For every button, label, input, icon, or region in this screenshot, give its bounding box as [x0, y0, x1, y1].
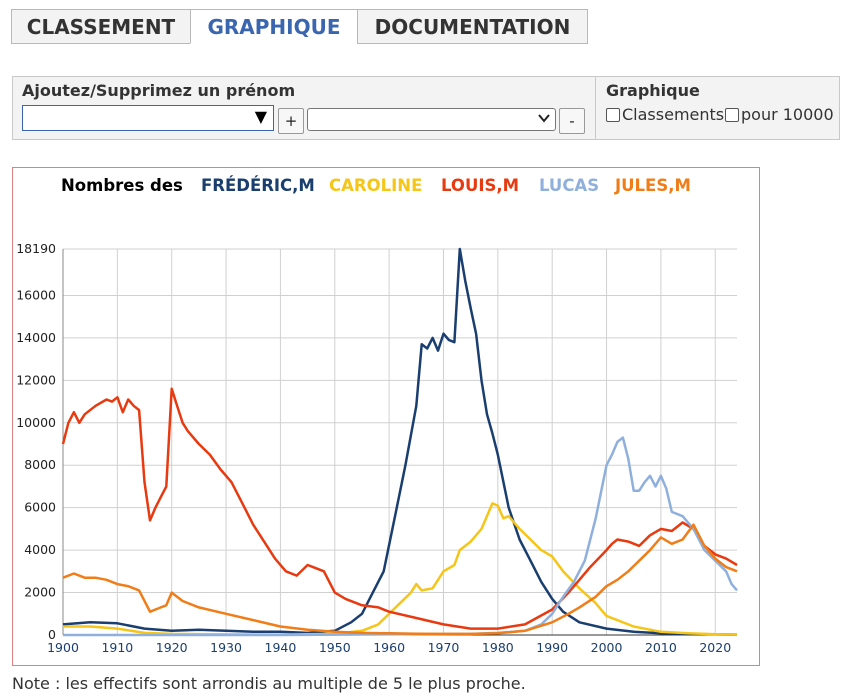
- y-tick-label: 0: [48, 627, 56, 642]
- legend-entry: CAROLINE: [329, 176, 422, 195]
- legend-entry: FRÉDÉRIC,M: [201, 176, 315, 195]
- per10000-option-label: pour 10000: [741, 105, 834, 124]
- y-tick-label: 12000: [16, 372, 56, 387]
- chart-title: Nombres des: [61, 176, 183, 195]
- x-tick-label: 2010: [645, 640, 677, 655]
- line-chart: 1900 1910 1920 1930 1940 1950 1960 1970 1980 1990…: [16, 176, 738, 655]
- y-tick-label: 4000: [24, 542, 56, 557]
- series-line-louis-m: [61, 387, 738, 630]
- legend-entry: JULES,M: [614, 176, 691, 195]
- x-tick-label: 1930: [210, 640, 242, 655]
- add-remove-label: Ajoutez/Supprimez un prénom: [22, 81, 296, 100]
- y-tick-label: 18190: [16, 241, 56, 256]
- chart-container: 1900 1910 1920 1930 1940 1950 1960 1970 1980 1990…: [12, 167, 760, 666]
- y-tick-label: 2000: [24, 585, 56, 600]
- x-tick-label: 1960: [373, 640, 405, 655]
- y-tick-label: 8000: [24, 457, 56, 472]
- legend-entry: LOUIS,M: [441, 176, 519, 195]
- x-tick-label: 1950: [319, 640, 351, 655]
- rankings-option-label: Classements: [622, 105, 725, 124]
- graph-options-label: Graphique: [606, 81, 700, 100]
- series-line-jules-m: [62, 523, 738, 636]
- x-tick-label: 1980: [482, 640, 514, 655]
- x-tick-label: 1910: [101, 640, 133, 655]
- name-remove-select[interactable]: [307, 108, 556, 131]
- per10000-checkbox[interactable]: [725, 107, 739, 122]
- remove-name-button[interactable]: -: [559, 108, 585, 134]
- x-tick-label: 1940: [265, 640, 297, 655]
- y-tick-label: 10000: [16, 415, 56, 430]
- legend-entry: LUCAS: [539, 176, 599, 195]
- rounding-note: Note : les effectifs sont arrondis au mu…: [12, 674, 526, 693]
- x-tick-label: 2000: [591, 640, 623, 655]
- x-tick-label: 1920: [156, 640, 188, 655]
- rankings-option[interactable]: Classements: [606, 105, 724, 124]
- name-selector-group: Ajoutez/Supprimez un prénom ▼ + -: [13, 77, 594, 139]
- x-tick-label: 1900: [47, 640, 79, 655]
- add-name-button[interactable]: +: [278, 108, 304, 134]
- graph-options-group: Graphique Classements pour 10000: [595, 77, 841, 139]
- x-tick-label: 1970: [428, 640, 460, 655]
- y-tick-label: 14000: [16, 330, 56, 345]
- dropdown-arrow-icon: ▼: [254, 107, 267, 126]
- x-tick-label: 2020: [699, 640, 731, 655]
- tab-bar: CLASSEMENT GRAPHIQUE DOCUMENTATION: [11, 9, 588, 44]
- per10000-option[interactable]: pour 10000: [725, 105, 834, 124]
- rankings-checkbox[interactable]: [606, 107, 620, 122]
- tab-documentation[interactable]: DOCUMENTATION: [357, 9, 588, 44]
- controls-panel: Ajoutez/Supprimez un prénom ▼ + - Graphi…: [12, 76, 840, 140]
- tab-graphique[interactable]: GRAPHIQUE: [190, 9, 358, 44]
- tab-classement[interactable]: CLASSEMENT: [11, 9, 191, 44]
- chevron-down-icon: [538, 114, 550, 123]
- y-tick-label: 16000: [16, 287, 56, 302]
- name-add-select[interactable]: ▼: [22, 105, 274, 131]
- series-line-frédéric-m: [62, 247, 738, 636]
- y-tick-label: 6000: [24, 500, 56, 515]
- x-tick-label: 1990: [536, 640, 568, 655]
